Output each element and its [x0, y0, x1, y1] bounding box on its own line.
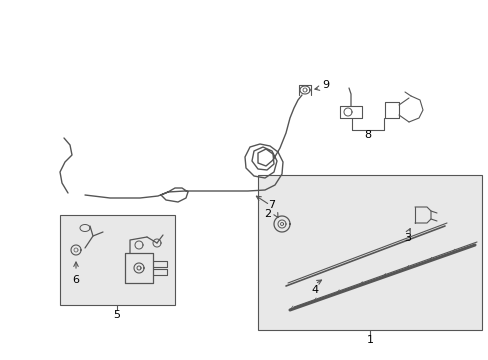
Text: 3: 3: [404, 233, 411, 243]
Text: 2: 2: [264, 209, 271, 219]
Text: 7: 7: [268, 200, 275, 210]
Bar: [60, 215, 175, 305]
Text: 5: 5: [113, 310, 120, 320]
Text: 6: 6: [72, 275, 80, 285]
Text: 1: 1: [366, 335, 373, 345]
Text: 8: 8: [364, 130, 371, 140]
Bar: [258, 175, 481, 330]
Text: 4: 4: [311, 285, 318, 295]
Text: 9: 9: [322, 80, 329, 90]
